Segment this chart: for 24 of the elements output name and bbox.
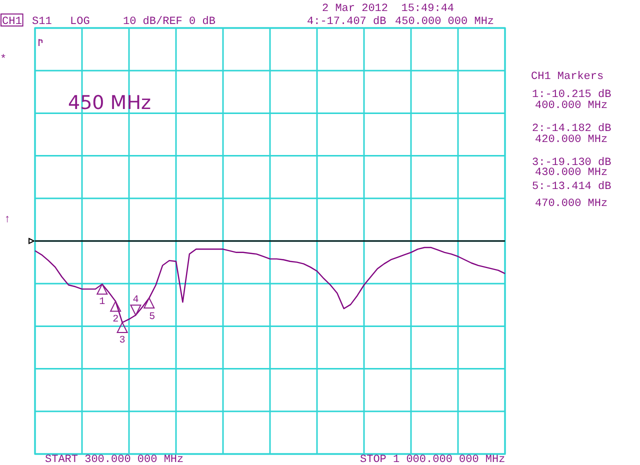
text: 2 Mar 2012 15:49:44 bbox=[322, 3, 454, 15]
text: S11 bbox=[32, 16, 52, 28]
text: 5:-13.414 dB bbox=[532, 181, 612, 193]
text: 2:-14.182 dB bbox=[532, 123, 612, 135]
text: ↑ bbox=[4, 214, 11, 226]
text: CH1 bbox=[2, 16, 22, 28]
annotation: 4 bbox=[132, 295, 139, 306]
annotation: 1 bbox=[99, 297, 106, 308]
text: * bbox=[0, 54, 7, 66]
text: 10 dB/REF 0 dB bbox=[123, 16, 216, 28]
text: 420.000 MHz bbox=[535, 134, 608, 146]
text: 4:-17.407 dB bbox=[307, 16, 387, 28]
text: 450.000 000 MHz bbox=[395, 16, 494, 28]
text: 470.000 MHz bbox=[535, 198, 608, 210]
annotation: 5 bbox=[149, 312, 156, 324]
text: LOG bbox=[70, 16, 90, 28]
text: CH1 Markers bbox=[531, 71, 604, 83]
text: 1:-10.215 dB bbox=[532, 89, 612, 101]
text: 400.000 MHz bbox=[535, 100, 608, 112]
annotation: 2 bbox=[112, 314, 119, 326]
text: 430.000 MHz bbox=[535, 167, 608, 179]
text: STOP 1 000.000 000 MHz bbox=[360, 454, 506, 465]
text: 3:-19.130 dB bbox=[532, 157, 612, 169]
text: START 300.000 000 MHz bbox=[45, 454, 184, 465]
